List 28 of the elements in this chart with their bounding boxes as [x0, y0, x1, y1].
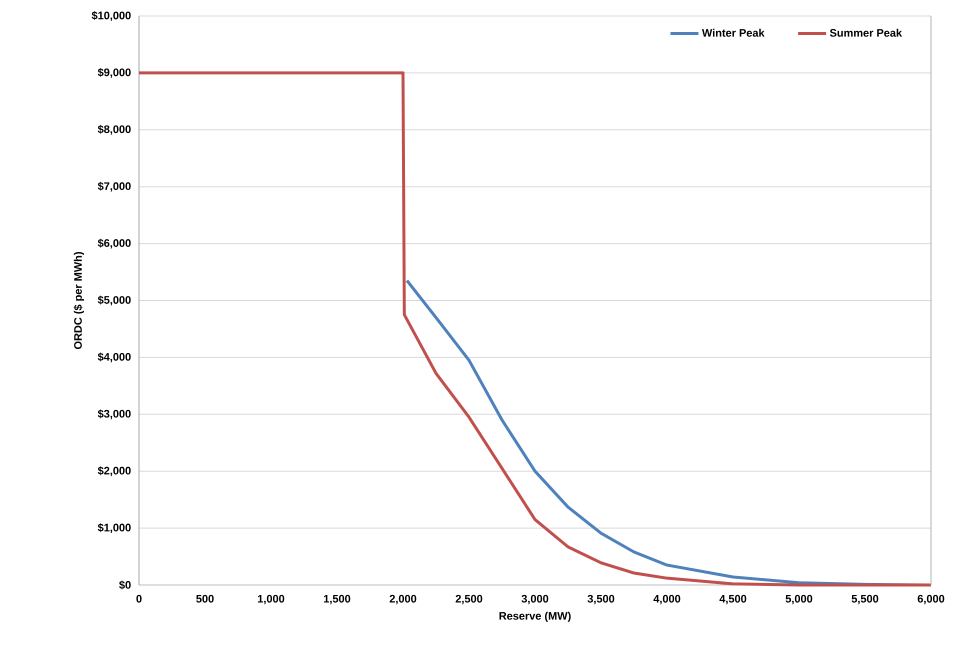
x-tick-label: 1,000 [258, 594, 284, 604]
y-tick-label: $5,000 [98, 296, 131, 306]
y-tick-label: $2,000 [98, 466, 131, 476]
y-tick-label: $6,000 [98, 238, 131, 249]
y-tick-label: $8,000 [98, 124, 131, 135]
legend-label: Winter Peak [702, 28, 765, 37]
legend-label: Summer Peak [830, 28, 902, 37]
x-tick-label: 4,500 [719, 594, 746, 604]
x-tick-label: 0 [136, 594, 142, 603]
x-tick-label: 5,000 [786, 594, 812, 604]
y-tick-label: $9,000 [98, 68, 131, 78]
y-tick-label: $4,000 [98, 352, 131, 362]
x-tick-label: 1,500 [324, 594, 350, 604]
y-tick-label: $0 [119, 580, 131, 590]
x-tick-label: 3,500 [588, 594, 614, 604]
y-tick-label: $7,000 [98, 182, 131, 192]
y-axis-title: ORDC ($ per MWh) [74, 252, 84, 350]
x-tick-label: 2,500 [456, 594, 482, 604]
x-tick-label: 500 [196, 594, 214, 603]
y-tick-label: $3,000 [98, 409, 131, 420]
x-tick-label: 6,000 [918, 594, 944, 604]
x-tick-label: 2,000 [390, 594, 416, 604]
x-axis-title: Reserve (MW) [500, 612, 571, 622]
x-tick-label: 3,000 [522, 594, 548, 604]
x-tick-label: 5,500 [852, 594, 878, 604]
y-tick-label: $10,000 [92, 11, 131, 21]
x-tick-label: 4,000 [653, 594, 680, 604]
y-tick-label: $1,000 [98, 523, 131, 534]
